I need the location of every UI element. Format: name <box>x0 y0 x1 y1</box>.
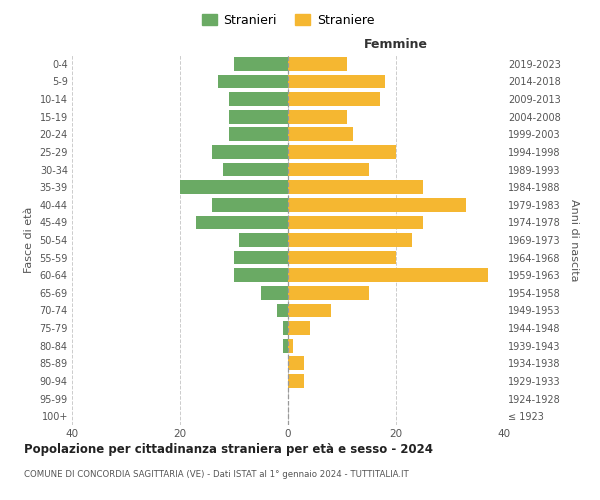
Bar <box>288 162 369 176</box>
Bar <box>212 198 288 211</box>
Bar <box>223 162 288 176</box>
Bar <box>196 216 288 230</box>
Bar <box>288 57 347 70</box>
Bar <box>288 339 293 352</box>
Bar <box>218 74 288 88</box>
Text: Femmine: Femmine <box>364 38 428 52</box>
Bar <box>288 74 385 88</box>
Bar <box>288 286 369 300</box>
Y-axis label: Anni di nascita: Anni di nascita <box>569 198 580 281</box>
Bar <box>288 198 466 211</box>
Bar <box>239 233 288 247</box>
Legend: Stranieri, Straniere: Stranieri, Straniere <box>197 8 379 32</box>
Bar <box>229 92 288 106</box>
Bar <box>283 321 288 335</box>
Y-axis label: Fasce di età: Fasce di età <box>24 207 34 273</box>
Bar <box>277 304 288 318</box>
Bar <box>261 286 288 300</box>
Bar <box>288 128 353 141</box>
Bar <box>288 180 423 194</box>
Bar <box>288 374 304 388</box>
Bar <box>288 304 331 318</box>
Bar <box>180 180 288 194</box>
Bar <box>234 268 288 282</box>
Bar <box>234 57 288 70</box>
Bar <box>288 145 396 159</box>
Bar <box>288 321 310 335</box>
Bar <box>229 128 288 141</box>
Text: Popolazione per cittadinanza straniera per età e sesso - 2024: Popolazione per cittadinanza straniera p… <box>24 442 433 456</box>
Bar <box>229 110 288 124</box>
Bar <box>288 216 423 230</box>
Bar <box>288 268 488 282</box>
Bar <box>288 356 304 370</box>
Bar <box>283 339 288 352</box>
Text: COMUNE DI CONCORDIA SAGITTARIA (VE) - Dati ISTAT al 1° gennaio 2024 - TUTTITALIA: COMUNE DI CONCORDIA SAGITTARIA (VE) - Da… <box>24 470 409 479</box>
Bar <box>288 250 396 264</box>
Bar <box>212 145 288 159</box>
Bar <box>288 92 380 106</box>
Bar <box>234 250 288 264</box>
Bar <box>288 110 347 124</box>
Bar <box>288 233 412 247</box>
